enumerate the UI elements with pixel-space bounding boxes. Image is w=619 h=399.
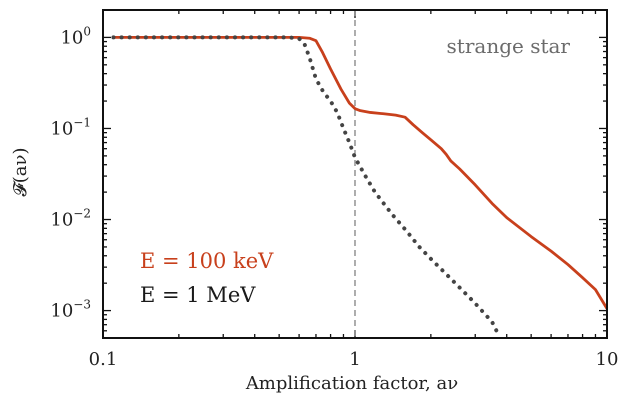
series-layer xyxy=(111,35,609,337)
y-tick-label: 100 xyxy=(60,24,91,48)
series-line-1 xyxy=(113,36,609,310)
x-tick-label: 0.1 xyxy=(89,349,118,370)
y-axis-label: 𝓕(aν) xyxy=(10,147,31,196)
tick-label-layer: 0.1 1 10 100 10−1 10−2 10−3 xyxy=(50,24,618,370)
y-tick-label: 10−2 xyxy=(50,207,91,231)
y-tick-label: 10−3 xyxy=(50,298,91,322)
x-tick-label: 10 xyxy=(596,349,619,370)
legend-entry-100kev: E = 100 keV xyxy=(140,249,274,273)
legend-entry-1mev: E = 1 MeV xyxy=(140,283,256,307)
y-tick-label: 10−1 xyxy=(50,115,91,139)
annotation-strange-star: strange star xyxy=(447,34,571,58)
x-tick-label: 1 xyxy=(349,349,360,370)
plot-frame xyxy=(102,9,608,339)
x-axis-label: Amplification factor, aν xyxy=(245,373,458,394)
